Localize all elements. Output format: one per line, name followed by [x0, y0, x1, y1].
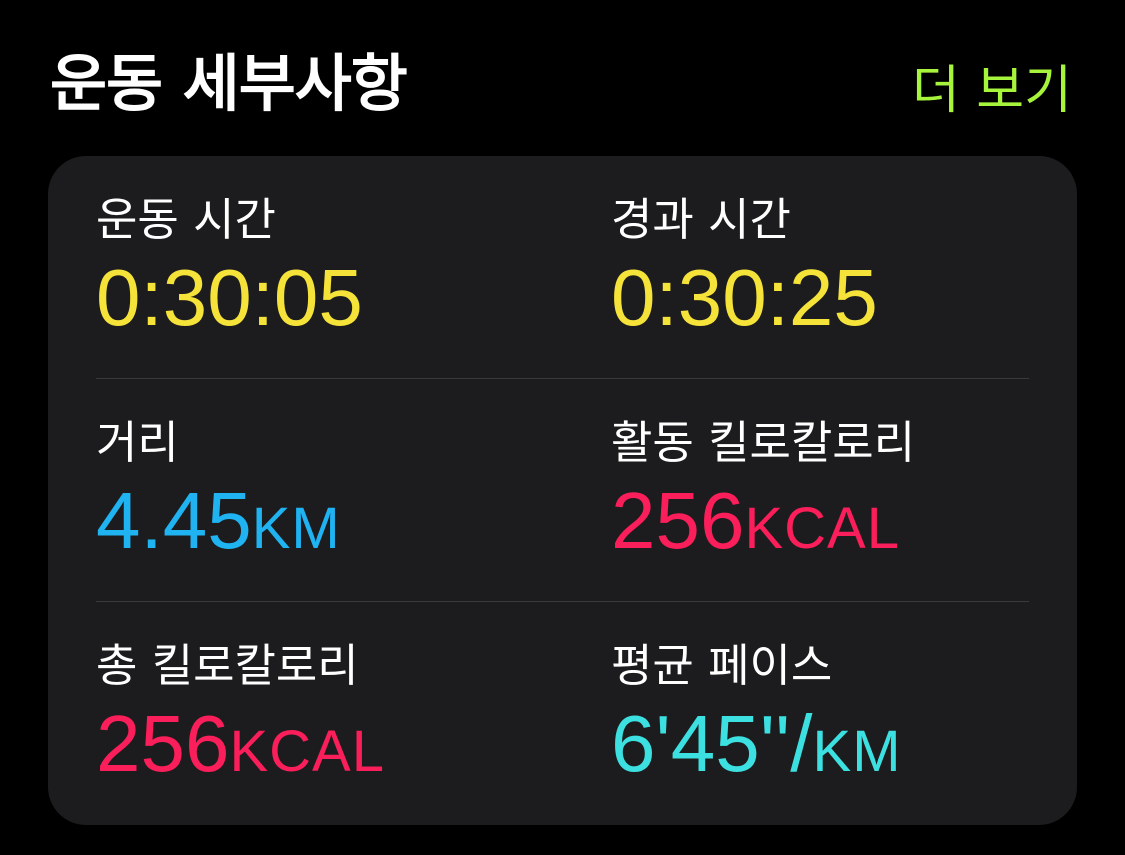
metric-number: 6'45''/ — [611, 699, 813, 788]
metric-workout-time: 운동 시간 0:30:05 — [96, 156, 556, 378]
divider — [96, 378, 1029, 379]
divider — [96, 601, 1029, 602]
metric-distance: 거리 4.45KM — [96, 379, 556, 601]
metric-elapsed-time: 경과 시간 0:30:25 — [611, 156, 1071, 378]
metric-label: 경과 시간 — [611, 193, 791, 246]
metric-label: 활동 킬로칼로리 — [611, 416, 916, 469]
metrics-row-2: 거리 4.45KM 활동 킬로칼로리 256KCAL — [96, 379, 1029, 601]
header: 운동 세부사항 더 보기 — [0, 0, 1125, 150]
more-button[interactable]: 더 보기 — [911, 61, 1072, 121]
workout-details-card: 운동 시간 0:30:05 경과 시간 0:30:25 거리 4.45KM 활동… — [48, 156, 1077, 825]
metric-value: 6'45''/KM — [611, 696, 902, 800]
metric-label: 총 킬로칼로리 — [96, 639, 359, 692]
metric-value: 0:30:05 — [96, 250, 363, 354]
metric-number: 256 — [96, 699, 230, 788]
metric-unit: KCAL — [229, 719, 385, 784]
metric-number: 0:30:05 — [96, 253, 363, 342]
metric-value: 4.45KM — [96, 473, 341, 577]
metric-value: 256KCAL — [96, 696, 385, 800]
metrics-row-3: 총 킬로칼로리 256KCAL 평균 페이스 6'45''/KM — [96, 602, 1029, 824]
metric-value: 256KCAL — [611, 473, 900, 577]
metric-number: 4.45 — [96, 476, 252, 565]
metric-active-calories: 활동 킬로칼로리 256KCAL — [611, 379, 1071, 601]
metric-number: 256 — [611, 476, 745, 565]
metric-average-pace: 평균 페이스 6'45''/KM — [611, 602, 1071, 824]
metric-unit: KCAL — [744, 496, 900, 561]
metric-label: 운동 시간 — [96, 193, 276, 246]
metric-unit: KM — [812, 719, 902, 784]
metric-label: 거리 — [96, 416, 179, 469]
metric-total-calories: 총 킬로칼로리 256KCAL — [96, 602, 556, 824]
page-title: 운동 세부사항 — [50, 47, 408, 120]
metric-value: 0:30:25 — [611, 250, 878, 354]
metric-number: 0:30:25 — [611, 253, 878, 342]
metric-label: 평균 페이스 — [611, 639, 833, 692]
metrics-row-1: 운동 시간 0:30:05 경과 시간 0:30:25 — [96, 156, 1029, 378]
metric-unit: KM — [251, 496, 341, 561]
